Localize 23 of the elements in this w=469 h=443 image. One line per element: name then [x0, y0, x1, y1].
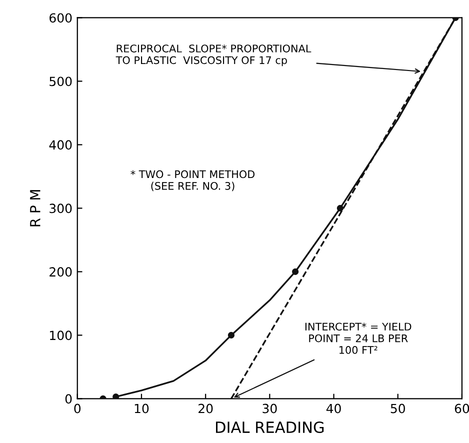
x-tick-label: 10 — [134, 404, 149, 414]
y-tick-label: 300 — [50, 204, 72, 214]
y-tick-label: 200 — [50, 267, 72, 277]
y-tick-label: 600 — [50, 13, 72, 23]
x-tick-label: 20 — [198, 404, 213, 414]
point — [228, 332, 235, 338]
y-tick-label: 500 — [50, 76, 72, 86]
x-tick-label: 50 — [390, 404, 405, 414]
point — [112, 394, 120, 399]
annotation: INTERCEPT* = YIELD POINT = 24 LB PER 100 FT² — [305, 322, 412, 354]
y-tick-label: 100 — [50, 330, 72, 340]
x-tick-label: 40 — [326, 404, 341, 414]
x-axis-title: DIAL READING — [216, 421, 324, 434]
y-tick-label: 0 — [65, 394, 72, 404]
point — [292, 268, 299, 275]
y-tick-label: 400 — [49, 140, 72, 150]
point — [336, 204, 344, 212]
annotation: * TWO - POINT METHOD (SEE REF. NO. 3) — [130, 170, 255, 192]
x-tick-label: 60 — [454, 404, 469, 414]
x-tick-label: 0 — [74, 404, 81, 414]
y-axis-title: R P M — [30, 190, 40, 226]
annotation: RECIPROCAL SLOPE* PROPORTIONAL TO PLASTIC VISCOSITY OF 17 cp — [116, 44, 312, 66]
x-tick-label: 30 — [262, 404, 277, 414]
